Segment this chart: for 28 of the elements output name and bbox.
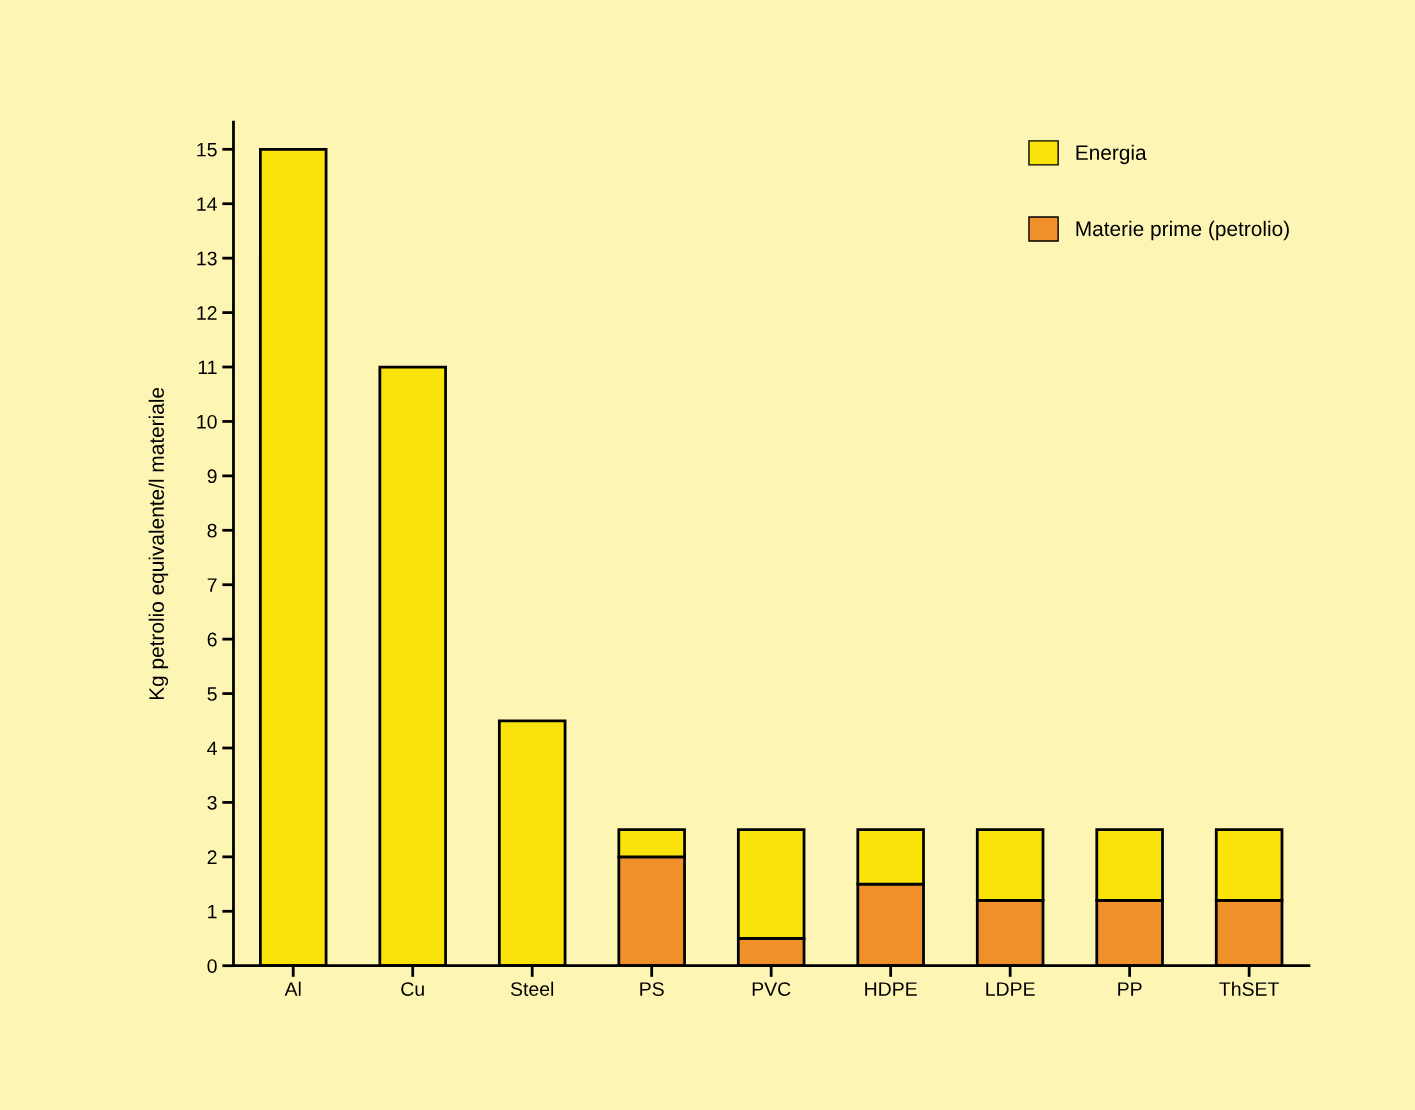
y-tick-label: 13 (197, 251, 217, 266)
legend-label: Materie prime (petrolio) (1076, 220, 1289, 241)
x-tick-label: ThSET (1219, 981, 1279, 996)
y-axis-title: Kg petrolio equivalente/l materiale (148, 387, 169, 700)
y-tick-label: 2 (207, 850, 217, 864)
y-tick-label: 12 (197, 306, 217, 320)
x-tick-label: Al (284, 981, 301, 996)
y-tick-label: 5 (207, 687, 217, 701)
y-tick-label: 11 (198, 360, 217, 375)
y-tick-label: 6 (207, 632, 217, 647)
legend-label: Energia (1076, 144, 1147, 165)
x-tick-label: LDPE (986, 982, 1035, 996)
y-tick-label: 10 (197, 414, 217, 429)
y-tick-label: 7 (207, 578, 217, 592)
y-tick-label: 8 (207, 523, 217, 538)
y-tick-label: 1 (208, 904, 217, 919)
x-tick-label: PVC (752, 982, 791, 996)
x-tick-label: HDPE (865, 982, 917, 996)
y-tick-label: 3 (207, 795, 217, 810)
x-tick-label: PS (640, 982, 664, 996)
x-tick-label: Cu (401, 982, 424, 996)
y-tick-label: 9 (207, 469, 217, 484)
x-tick-label: PP (1118, 982, 1142, 996)
y-tick-label: 0 (207, 959, 217, 973)
y-tick-label: 14 (197, 197, 217, 211)
y-tick-label: 4 (207, 741, 217, 756)
y-tick-label: 15 (197, 142, 217, 157)
x-tick-label: Steel (510, 981, 554, 996)
